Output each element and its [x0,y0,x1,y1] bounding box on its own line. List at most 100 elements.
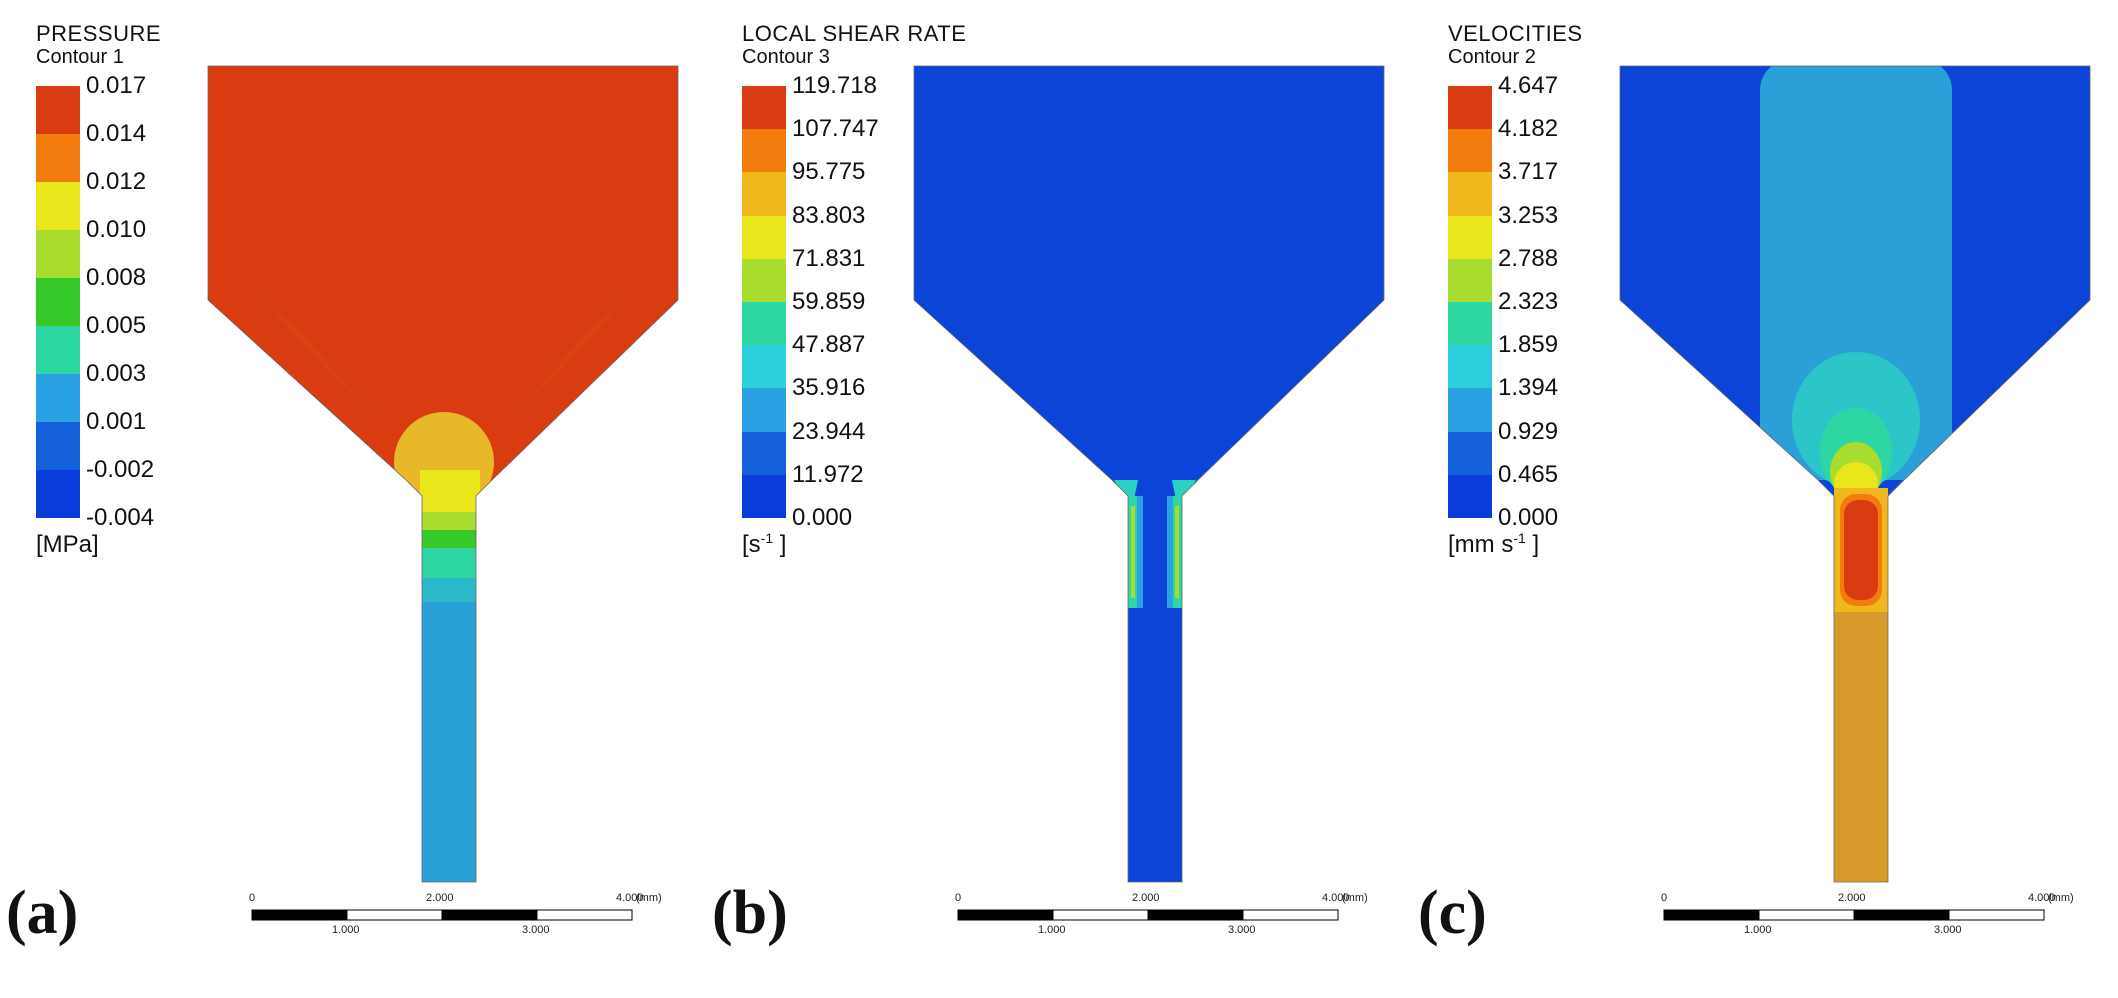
domain-plot-c [1619,65,2091,883]
colorbar-tick-label: 1.394 [1498,374,1559,402]
colorbar-tick-label: 35.916 [792,374,866,402]
colorbar-band [1448,388,1492,432]
colorbar-tick-label: 2.788 [1498,244,1559,272]
unit-close: ] [773,531,787,558]
scale-top-label: 0 [1661,892,1668,904]
colorbar-band [36,326,80,374]
colorbar-tick-label: 0.000 [792,504,853,531]
unit-text: [mm s [1448,531,1514,558]
scale-bar-graphic [957,909,1339,921]
colorbar-band [742,129,786,173]
colorbar-band [36,230,80,278]
panel-a: PRESSURE Contour 1 0.017 0.014 0.012 0.010 0.0… [0,0,706,998]
colorbar-tick-label: 0.003 [86,360,147,387]
colorbar-tick-label: 0.465 [1498,460,1559,488]
colorbar-band [36,470,80,518]
panel-c: VELOCITIES Contour 2 4.647 4.182 3.717 3.253 2… [1412,0,2118,998]
colorbar-tick-label: 47.887 [792,331,866,359]
scale-top-label: 0 [249,892,256,904]
scale-bottom-label: 3.000 [522,924,550,936]
colorbar-band [36,134,80,182]
colorbar-band [36,278,80,326]
scale-top-label: 2.000 [426,892,454,904]
colorbar-band [742,388,786,432]
scale-unit: (mm) [1342,892,1368,904]
colorbar-b [742,86,786,518]
colorbar-tick-label: 3.253 [1498,201,1559,229]
colorbar-band [742,215,786,259]
panel-label-a: (a) [6,879,79,947]
domain-plot-b [913,65,1385,883]
colorbar-tick-label: 3.717 [1498,158,1559,186]
colorbar-band [1448,172,1492,216]
colorbar-tick-label: 83.803 [792,201,866,229]
colorbar-tick-label: -0.002 [86,456,155,483]
colorbar-title-c: VELOCITIES [1448,21,1583,46]
unit-exponent: -1 [1513,530,1526,546]
colorbar-tick-label: 11.972 [792,460,864,488]
colorbar-band [742,345,786,389]
colorbar-tick-label: 0.012 [86,168,147,195]
contour-label-a: Contour 1 [36,46,124,68]
unit-close: ] [1525,531,1540,558]
scale-bar-graphic [1663,909,2045,921]
colorbar-band [1448,258,1492,302]
colorbar-tick-label: 1.859 [1498,331,1559,359]
domain-plot-a [207,65,679,883]
colorbar-band [1448,474,1492,518]
colorbar-tick-label: 0.005 [86,312,147,339]
colorbar-band [1448,86,1492,130]
colorbar-tick-label: 0.010 [86,216,147,243]
colorbar-band [36,374,80,422]
unit-text: [s [742,531,761,558]
colorbar-c [1448,86,1492,518]
colorbar-band [1448,129,1492,173]
panel-label-b: (b) [712,879,788,947]
colorbar-tick-label: 0.017 [86,72,147,99]
colorbar-band [1448,431,1492,475]
colorbar-band [742,474,786,518]
colorbar-tick-label: -0.004 [86,504,155,531]
scale-top-label: 2.000 [1838,892,1866,904]
colorbar-band [36,86,80,134]
unit-exponent: -1 [760,530,774,546]
scale-top-label: 2.000 [1132,892,1160,904]
colorbar-title-a: PRESSURE [36,21,162,46]
colorbar-tick-label: 0.008 [86,264,147,291]
scale-bottom-label: 3.000 [1228,924,1256,936]
scale-unit: (mm) [2048,892,2074,904]
panel-label-c: (c) [1418,879,1487,947]
colorbar-title-b: LOCAL SHEAR RATE [742,21,967,46]
colorbar-tick-label: 0.001 [86,408,147,435]
unit-text: [MPa] [36,531,99,558]
colorbar-band [1448,345,1492,389]
colorbar-tick-label: 95.775 [792,158,866,186]
scale-unit: (mm) [636,892,662,904]
colorbar-band [36,182,80,230]
scale-top-label: 4.000 [1322,892,1350,904]
scale-bottom-label: 1.000 [1038,924,1066,936]
scale-bottom-label: 1.000 [1744,924,1772,936]
colorbar-band [742,258,786,302]
scale-top-label: 4.000 [2028,892,2056,904]
colorbar-tick-label: 71.831 [792,244,866,272]
colorbar-tick-label: 23.944 [792,417,866,445]
colorbar-unit-b: [s-1 ] [742,530,786,559]
contour-label-c: Contour 2 [1448,46,1536,68]
colorbar-tick-label: 0.929 [1498,417,1559,445]
colorbar-tick-label: 107.747 [792,115,879,143]
colorbar-tick-label: 119.718 [792,72,877,99]
colorbar-tick-label: 59.859 [792,288,866,315]
colorbar-tick-label: 0.014 [86,120,147,147]
colorbar-band [742,172,786,216]
scale-bottom-label: 1.000 [332,924,360,936]
scale-top-label: 4.000 [616,892,644,904]
colorbar-band [742,301,786,346]
colorbar-unit-c: [mm s-1 ] [1448,530,1539,559]
colorbar-tick-label: 4.647 [1498,72,1559,99]
colorbar-band [742,431,786,475]
colorbar-band [742,86,786,130]
colorbar-band [1448,301,1492,346]
colorbar-band [36,422,80,470]
colorbar-unit-a: [MPa] [36,530,99,559]
